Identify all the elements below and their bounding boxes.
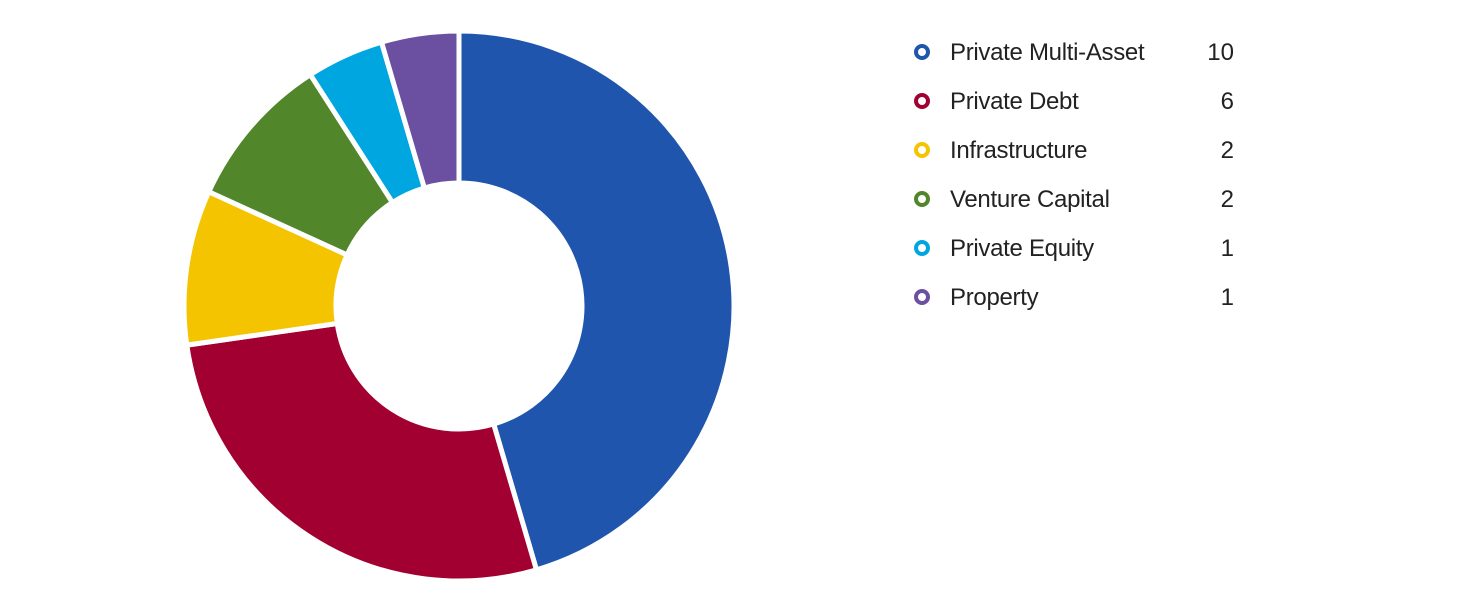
legend-value: 2: [1220, 137, 1234, 164]
legend-value: 1: [1220, 284, 1234, 311]
legend-value: 6: [1220, 88, 1234, 115]
legend-value: 10: [1207, 39, 1234, 66]
legend-value: 2: [1220, 186, 1234, 213]
legend-label: Venture Capital: [950, 186, 1110, 213]
legend-label: Infrastructure: [950, 137, 1088, 164]
donut-slice-private-multi-asset: [456, 28, 737, 573]
legend-marker-icon: [914, 93, 930, 109]
legend-label: Private Debt: [950, 88, 1079, 115]
legend-item-private-debt: Private Debt 6: [914, 83, 1244, 132]
legend-item-property: Property 1: [914, 279, 1244, 328]
donut-slice-private-debt: [183, 320, 540, 584]
legend-item-private-equity: Private Equity 1: [914, 230, 1244, 279]
legend-item-infrastructure: Infrastructure 2: [914, 132, 1244, 181]
legend-marker-icon: [914, 191, 930, 207]
legend-marker-icon: [914, 240, 930, 256]
legend-item-venture-capital: Venture Capital 2: [914, 181, 1244, 230]
legend-value: 1: [1220, 235, 1234, 262]
legend-marker-icon: [914, 289, 930, 305]
legend-marker-icon: [914, 44, 930, 60]
donut-slice-property: [378, 28, 462, 192]
legend-item-private-multi-asset: Private Multi-Asset 10: [914, 34, 1244, 83]
legend-marker-icon: [914, 142, 930, 158]
legend-label: Property: [950, 284, 1039, 311]
legend-label: Private Equity: [950, 235, 1094, 262]
donut-chart: [183, 28, 737, 584]
legend: Private Multi-Asset 10 Private Debt 6 In…: [914, 34, 1244, 328]
legend-label: Private Multi-Asset: [950, 39, 1145, 66]
